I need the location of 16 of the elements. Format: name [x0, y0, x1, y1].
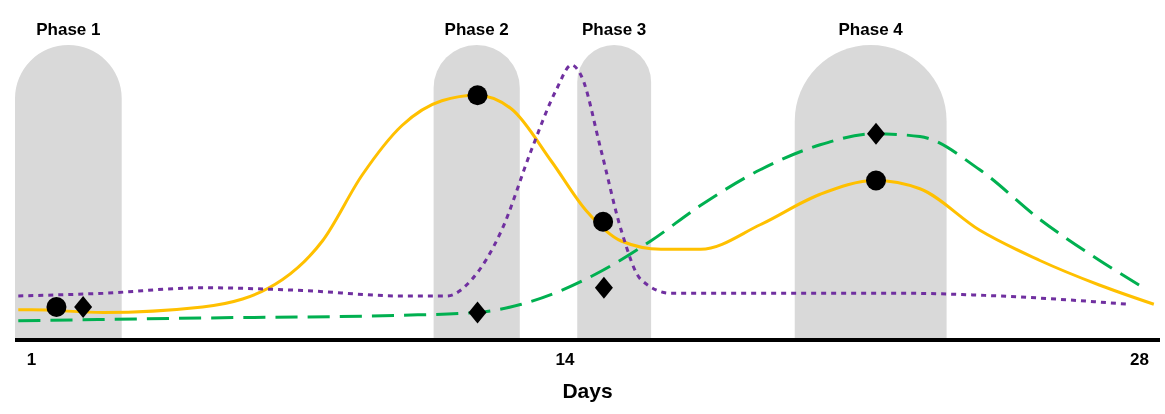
- point: [468, 301, 487, 324]
- band-label: Phase 1: [36, 20, 101, 39]
- point: [866, 170, 887, 191]
- band-label: Phase 2: [444, 20, 509, 39]
- x-tick-label: 14: [555, 350, 575, 369]
- band-label: Phase 4: [838, 20, 904, 39]
- point: [46, 297, 67, 317]
- band-label: Phase 3: [582, 20, 647, 39]
- point: [593, 211, 614, 232]
- x-tick-label: 28: [1130, 350, 1149, 369]
- x-tick-label: 1: [26, 350, 37, 369]
- point: [867, 122, 886, 145]
- point: [594, 276, 613, 299]
- point: [467, 85, 488, 106]
- point: [74, 296, 93, 318]
- x-axis-title: Days: [562, 379, 613, 402]
